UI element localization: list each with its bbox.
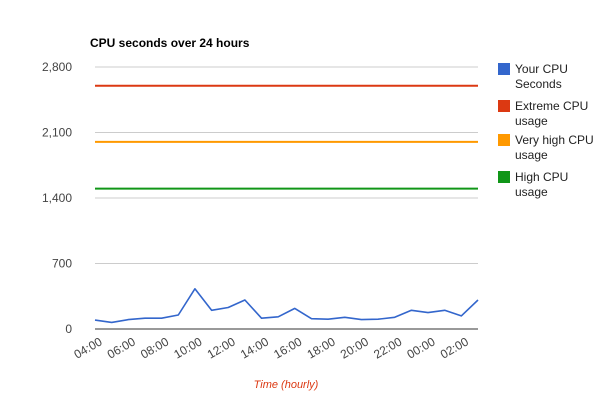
- x-tick-label: 16:00: [271, 334, 304, 361]
- x-tick-label: 14:00: [238, 334, 271, 361]
- x-tick-label: 18:00: [305, 334, 338, 361]
- series-line-your-cpu-seconds: [94, 287, 479, 324]
- x-tick-label: 12:00: [205, 334, 238, 361]
- y-tick-label: 700: [52, 257, 72, 271]
- legend-swatch: [498, 171, 510, 183]
- x-axis-label: Time (hourly): [254, 379, 319, 391]
- legend-label: usage: [515, 148, 548, 162]
- x-axis-ticks: 04:00 06:00 08:00 10:00 12:00 14:00 16:00 18:00…: [71, 334, 471, 361]
- legend-label: Your CPU: [515, 62, 568, 76]
- legend-label: Very high CPU: [515, 133, 594, 147]
- x-tick-label: 10:00: [171, 334, 204, 361]
- x-tick-label: 04:00: [71, 334, 104, 361]
- chart-title: CPU seconds over 24 hours: [90, 36, 250, 50]
- legend-swatch: [498, 63, 510, 75]
- legend-label: usage: [515, 114, 548, 128]
- legend-swatch: [498, 134, 510, 146]
- x-tick-label: 20:00: [338, 334, 371, 361]
- legend-label: Seconds: [515, 77, 562, 91]
- y-tick-label: 1,400: [42, 191, 72, 205]
- legend-swatch: [498, 100, 510, 112]
- x-tick-label: 00:00: [405, 334, 438, 361]
- legend-label: High CPU: [515, 170, 568, 184]
- gridlines: [95, 66, 478, 330]
- y-tick-label: 0: [65, 322, 72, 336]
- legend-label: usage: [515, 185, 548, 199]
- y-tick-label: 2,800: [42, 60, 72, 74]
- x-tick-label: 22:00: [371, 334, 404, 361]
- y-tick-label: 2,100: [42, 126, 72, 140]
- y-axis-ticks: 0 700 1,400 2,100 2,800: [42, 60, 72, 336]
- x-tick-label: 02:00: [438, 334, 471, 361]
- series-lines: [94, 84, 479, 324]
- legend-label: Extreme CPU: [515, 99, 588, 113]
- x-tick-label: 08:00: [138, 334, 171, 361]
- x-tick-label: 06:00: [105, 334, 138, 361]
